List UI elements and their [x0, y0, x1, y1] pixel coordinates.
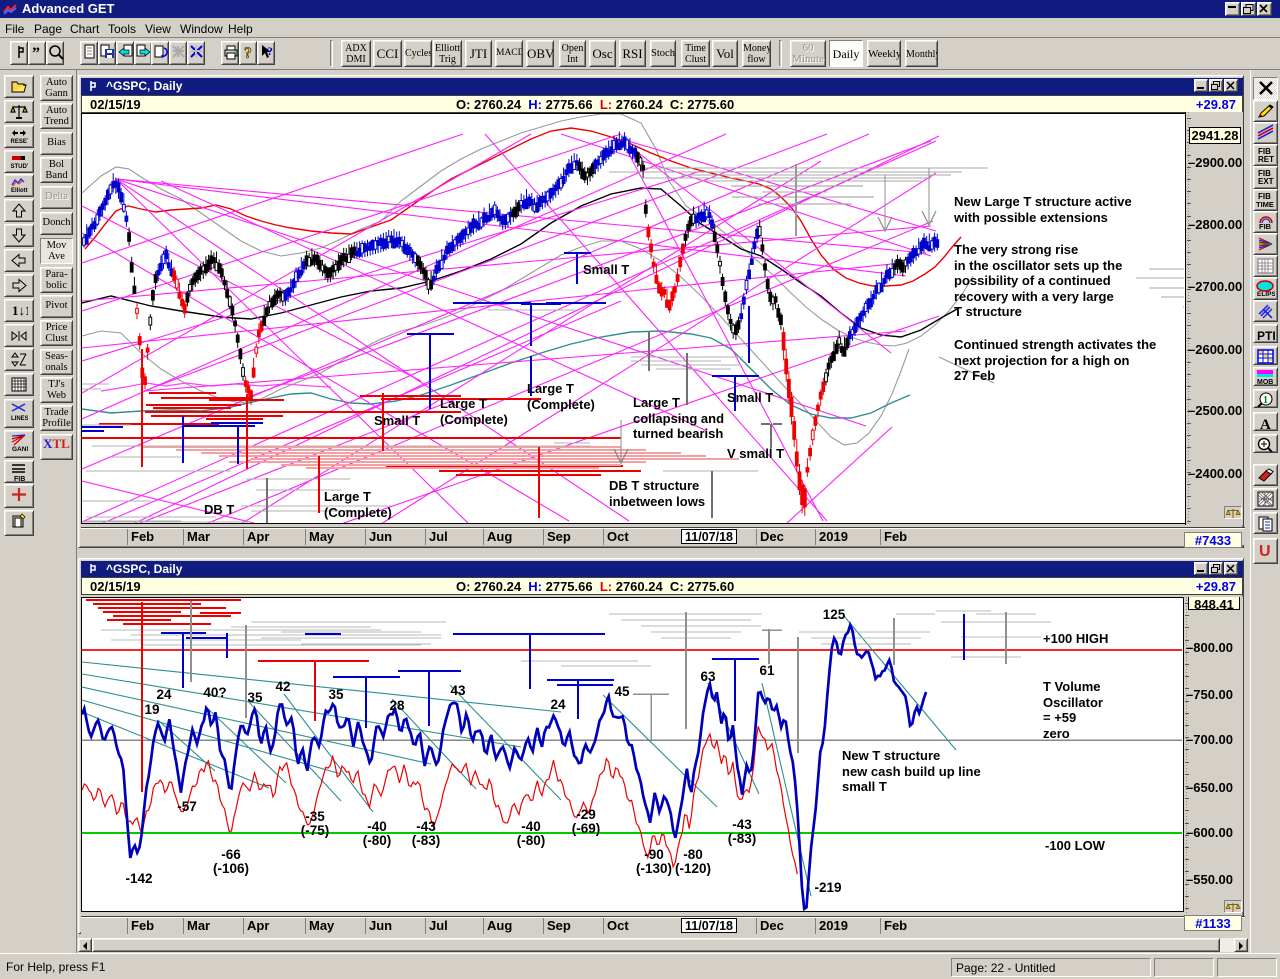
svg-text:LINES: LINES [11, 416, 28, 422]
svg-text:1↓1: 1↓1 [12, 303, 28, 318]
svg-text:FIB: FIB [14, 476, 25, 481]
svg-text:U: U [1259, 543, 1271, 560]
svg-text:MOB: MOB [1257, 379, 1273, 385]
svg-text:FIB: FIB [1258, 169, 1271, 178]
svg-text:?: ? [244, 45, 252, 62]
svg-text:RET: RET [1258, 155, 1274, 164]
svg-text:A: A [1260, 417, 1271, 430]
svg-text:”: ” [32, 45, 40, 62]
svg-text:Elliott: Elliott [11, 188, 28, 194]
svg-text:FIB: FIB [1258, 147, 1271, 156]
svg-text:?: ? [267, 44, 273, 58]
svg-text:STUDY: STUDY [11, 164, 29, 170]
svg-text:FIB: FIB [1258, 192, 1271, 201]
svg-text:EXT: EXT [1258, 177, 1274, 186]
svg-text:ELIPS: ELIPS [1257, 291, 1275, 298]
svg-text:FIB: FIB [1259, 222, 1272, 231]
svg-text:RESET: RESET [11, 139, 29, 145]
svg-text:GANN: GANN [12, 446, 28, 453]
svg-text:PTI: PTI [1257, 329, 1275, 342]
svg-text:TIME: TIME [1256, 200, 1274, 209]
svg-text:1: 1 [1263, 395, 1268, 406]
